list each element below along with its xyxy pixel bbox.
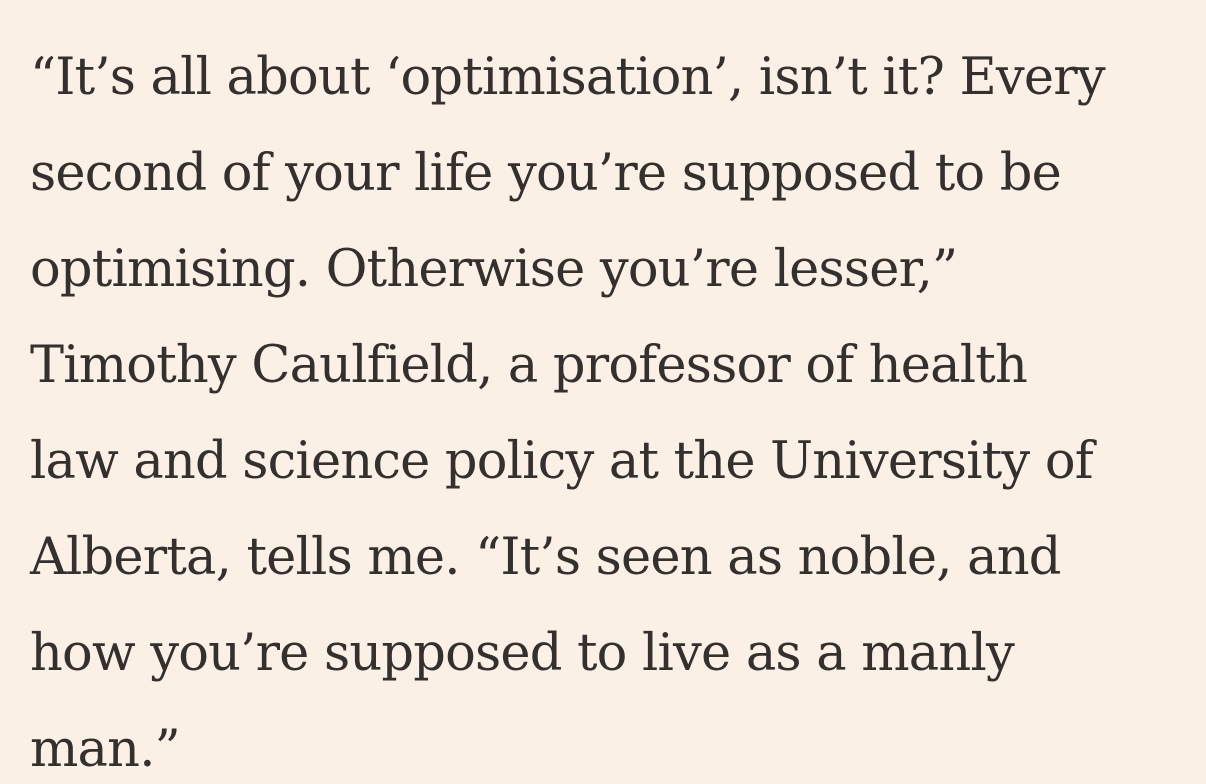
article-paragraph: “It’s all about ‘optimisation’, isn’t it… [30, 30, 1180, 784]
paragraph-line: Alberta, tells me. “It’s seen as noble, … [30, 528, 1061, 587]
paragraph-line: man.” [30, 720, 181, 779]
paragraph-line: optimising. Otherwise you’re lesser,” [30, 240, 958, 299]
paragraph-line: law and science policy at the University… [30, 432, 1094, 491]
paragraph-line: “It’s all about ‘optimisation’, isn’t it… [30, 48, 1106, 107]
paragraph-line: second of your life you’re supposed to b… [30, 144, 1062, 203]
paragraph-line: how you’re supposed to live as a manly [30, 624, 1015, 683]
paragraph-line: Timothy Caulfield, a professor of health [30, 336, 1028, 395]
